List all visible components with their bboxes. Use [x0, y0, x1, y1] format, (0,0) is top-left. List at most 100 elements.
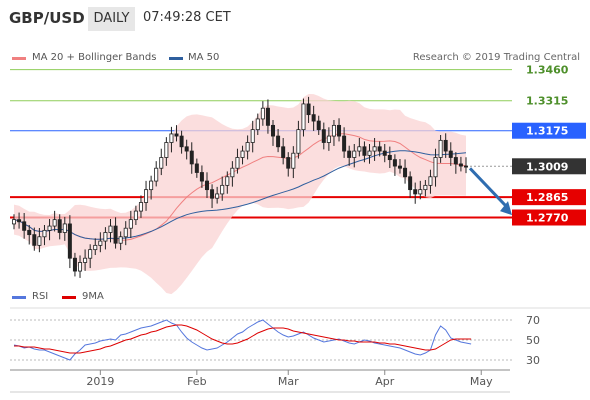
candle-body	[362, 146, 367, 156]
candle	[128, 210, 133, 239]
candle	[255, 113, 260, 135]
candle-body	[189, 150, 194, 165]
candle	[433, 148, 438, 187]
candle	[11, 214, 16, 230]
candle	[88, 244, 93, 269]
candle-body	[113, 225, 118, 244]
candle	[67, 215, 72, 269]
candle-body	[255, 118, 260, 131]
candle-body	[83, 257, 88, 263]
candle	[296, 120, 301, 159]
candle-body	[352, 150, 357, 158]
candle-body	[250, 129, 255, 143]
candle	[418, 180, 423, 200]
x-tick-label: May	[470, 375, 493, 388]
level-label-1.3460: 1.3460	[526, 64, 569, 77]
candle	[72, 252, 77, 277]
candle	[408, 171, 413, 198]
candle-body	[118, 236, 123, 244]
candle-body	[281, 146, 286, 158]
candle-body	[296, 129, 301, 154]
level-tag-1.3009	[512, 158, 586, 175]
candle	[138, 195, 143, 218]
candle	[57, 214, 62, 240]
forecast-arrow-shaft	[468, 167, 508, 208]
candle	[83, 249, 88, 271]
candle-body	[194, 163, 199, 173]
candle	[93, 238, 98, 255]
candle-body	[448, 150, 453, 158]
candle	[184, 139, 189, 160]
candle-body	[133, 210, 138, 221]
candle	[311, 105, 316, 131]
candle	[194, 158, 199, 178]
candle	[230, 161, 235, 187]
candle-body	[144, 189, 149, 203]
candle-body	[306, 103, 311, 116]
candle-body	[88, 249, 93, 259]
level-label-1.3315: 1.3315	[526, 95, 568, 108]
candle-body	[103, 232, 108, 242]
candle	[286, 152, 291, 177]
candle-body	[265, 107, 270, 126]
candle-body	[179, 135, 184, 148]
candle	[357, 138, 362, 157]
forecast-arrow-head	[500, 201, 512, 216]
candle-body	[408, 176, 413, 191]
candle	[27, 225, 32, 245]
level-label-1.3175: 1.3175	[526, 125, 568, 138]
candle	[377, 141, 382, 157]
candle	[123, 221, 128, 246]
candle-body	[159, 157, 164, 169]
candle	[42, 225, 47, 246]
candle	[235, 148, 240, 174]
candle	[347, 145, 352, 166]
candle-body	[47, 225, 52, 231]
candle-body	[199, 172, 204, 182]
candle-body	[423, 184, 428, 191]
candle-body	[392, 159, 397, 167]
candle	[301, 98, 306, 137]
candle	[281, 138, 286, 165]
candle-body	[42, 229, 47, 238]
candle	[108, 219, 113, 243]
ma50-legend-swatch	[169, 57, 183, 60]
candle	[204, 172, 209, 198]
symbol-title: GBP/USD	[9, 9, 85, 27]
candle	[352, 144, 357, 168]
candle	[337, 118, 342, 142]
candle-body	[93, 244, 98, 251]
candle-body	[291, 152, 296, 169]
candle	[103, 227, 108, 250]
candle	[413, 182, 418, 204]
timeframe-button[interactable]: DAILY	[88, 7, 135, 31]
candle-body	[397, 165, 402, 169]
candle	[362, 141, 367, 163]
candle-body	[367, 150, 372, 156]
candle-body	[67, 223, 72, 259]
candle	[443, 133, 448, 158]
candle-body	[245, 142, 250, 152]
candle-body	[463, 165, 468, 168]
candle-body	[458, 163, 463, 167]
candle-body	[301, 103, 306, 131]
candle-body	[32, 234, 37, 246]
candle-body	[357, 146, 362, 152]
candle	[159, 148, 164, 176]
candle-body	[17, 219, 22, 223]
candle-body	[260, 107, 265, 120]
candle	[453, 152, 458, 174]
candle-body	[210, 189, 215, 199]
candle-body	[337, 124, 342, 137]
candle-body	[215, 193, 220, 199]
candle	[331, 120, 336, 146]
candle-body	[78, 262, 83, 272]
candle	[397, 159, 402, 174]
candle-body	[174, 133, 179, 137]
candle-body	[342, 135, 347, 152]
candle-body	[443, 139, 448, 152]
candle	[367, 144, 372, 164]
candle-body	[57, 219, 62, 233]
candle	[271, 120, 276, 146]
